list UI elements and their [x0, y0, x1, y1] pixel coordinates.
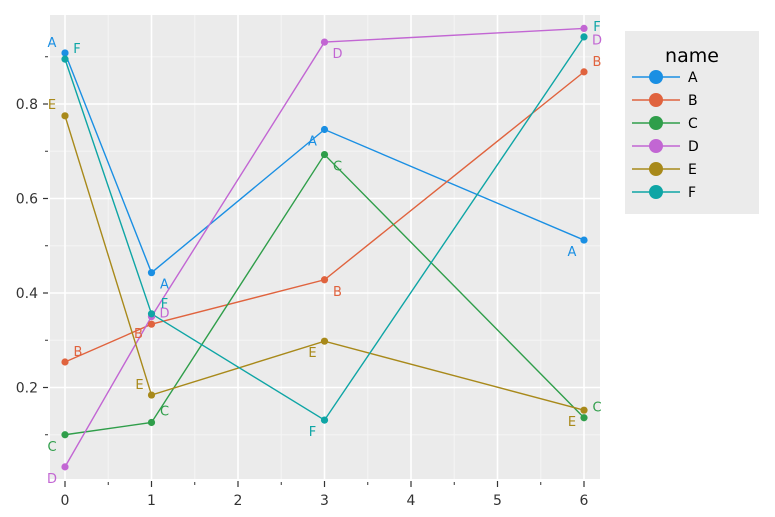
point-label: B — [593, 55, 602, 70]
data-point-b — [61, 358, 69, 366]
point-label: F — [161, 297, 168, 312]
point-label: F — [309, 425, 316, 440]
x-tick-label: 5 — [493, 493, 502, 509]
series-points — [61, 24, 588, 471]
point-label: A — [160, 278, 169, 293]
y-tick-label: 0.4 — [16, 286, 38, 302]
data-point-a — [320, 125, 329, 134]
data-point-b — [320, 276, 329, 284]
point-label: A — [308, 135, 317, 150]
series-line-f — [64, 36, 585, 422]
x-tick-label: 3 — [320, 493, 329, 509]
data-point-e — [61, 112, 69, 120]
legend-label: E — [688, 162, 697, 178]
point-label: D — [332, 47, 342, 62]
legend-label: C — [688, 116, 698, 132]
data-point-c — [61, 431, 69, 439]
point-label: E — [308, 346, 316, 361]
legend-item-b: B — [632, 93, 698, 109]
data-point-d — [580, 24, 588, 32]
series-line-a — [64, 52, 585, 274]
point-labels: A A A A B B B B C C C C D D D D E E E E F F F F — [47, 20, 602, 487]
point-label: D — [159, 307, 169, 322]
legend-key-dot-icon — [649, 185, 663, 199]
point-label: A — [568, 245, 577, 260]
legend-label: D — [688, 139, 699, 155]
x-tick-label: 4 — [407, 493, 416, 509]
data-point-b — [147, 320, 156, 328]
legend-item-f: F — [632, 185, 696, 201]
legend-item-e: E — [632, 162, 697, 178]
x-tick-label: 2 — [234, 493, 243, 509]
series-lines — [64, 27, 585, 468]
legend-item-d: D — [632, 139, 699, 155]
legend-item-a: A — [632, 70, 698, 86]
series-line-c — [64, 153, 585, 436]
point-label: F — [593, 20, 600, 35]
legend-key-dot-icon — [649, 70, 663, 84]
point-label: A — [48, 36, 57, 51]
data-point-e — [320, 337, 329, 345]
point-label: B — [134, 327, 143, 342]
legend-key-dot-icon — [649, 162, 663, 176]
data-point-b — [580, 68, 588, 76]
point-label: C — [47, 440, 56, 455]
data-point-c — [147, 418, 156, 427]
data-point-f — [320, 416, 329, 424]
data-point-a — [580, 236, 588, 244]
legend-key-dot-icon — [649, 93, 663, 107]
data-point-f — [147, 310, 156, 318]
point-label: B — [333, 285, 342, 300]
x-tick-label: 1 — [147, 493, 156, 509]
y-tick-label: 0.8 — [16, 97, 38, 113]
legend-label: A — [688, 70, 698, 86]
legend-key-dot-icon — [649, 139, 663, 153]
data-point-a — [61, 49, 69, 57]
point-label: C — [333, 160, 342, 175]
point-label: C — [592, 401, 601, 416]
point-label: D — [47, 472, 57, 487]
data-point-e — [147, 391, 156, 399]
legend-item-c: C — [632, 116, 698, 132]
data-point-e — [580, 406, 588, 414]
data-point-d — [320, 38, 329, 46]
series-line-b — [64, 71, 585, 363]
major-gridlines — [50, 15, 600, 479]
point-label: C — [160, 404, 169, 419]
y-tick-label: 0.2 — [16, 381, 38, 397]
y-axis: 0.2 0.4 0.6 0.8 — [16, 56, 48, 436]
legend-label: B — [688, 93, 698, 109]
series-line-d — [64, 27, 585, 468]
point-label: E — [568, 415, 576, 430]
data-point-a — [147, 269, 156, 277]
point-label: F — [73, 42, 80, 57]
point-label: E — [135, 378, 143, 393]
data-point-c — [320, 150, 329, 159]
data-point-f — [580, 33, 588, 41]
data-point-c — [580, 414, 588, 422]
legend-label: F — [688, 185, 696, 201]
point-label: E — [48, 98, 56, 113]
point-label: D — [592, 33, 602, 48]
y-tick-label: 0.6 — [16, 192, 38, 208]
data-point-d — [61, 463, 69, 471]
legend-title: name — [665, 45, 719, 67]
legend-key-dot-icon — [649, 116, 663, 130]
x-tick-label: 6 — [580, 493, 589, 509]
data-point-f — [61, 55, 69, 63]
x-tick-label: 0 — [61, 493, 70, 509]
series-line-e — [64, 115, 585, 411]
point-label: B — [74, 345, 83, 360]
x-axis: 0 1 2 3 4 5 6 — [61, 481, 589, 509]
